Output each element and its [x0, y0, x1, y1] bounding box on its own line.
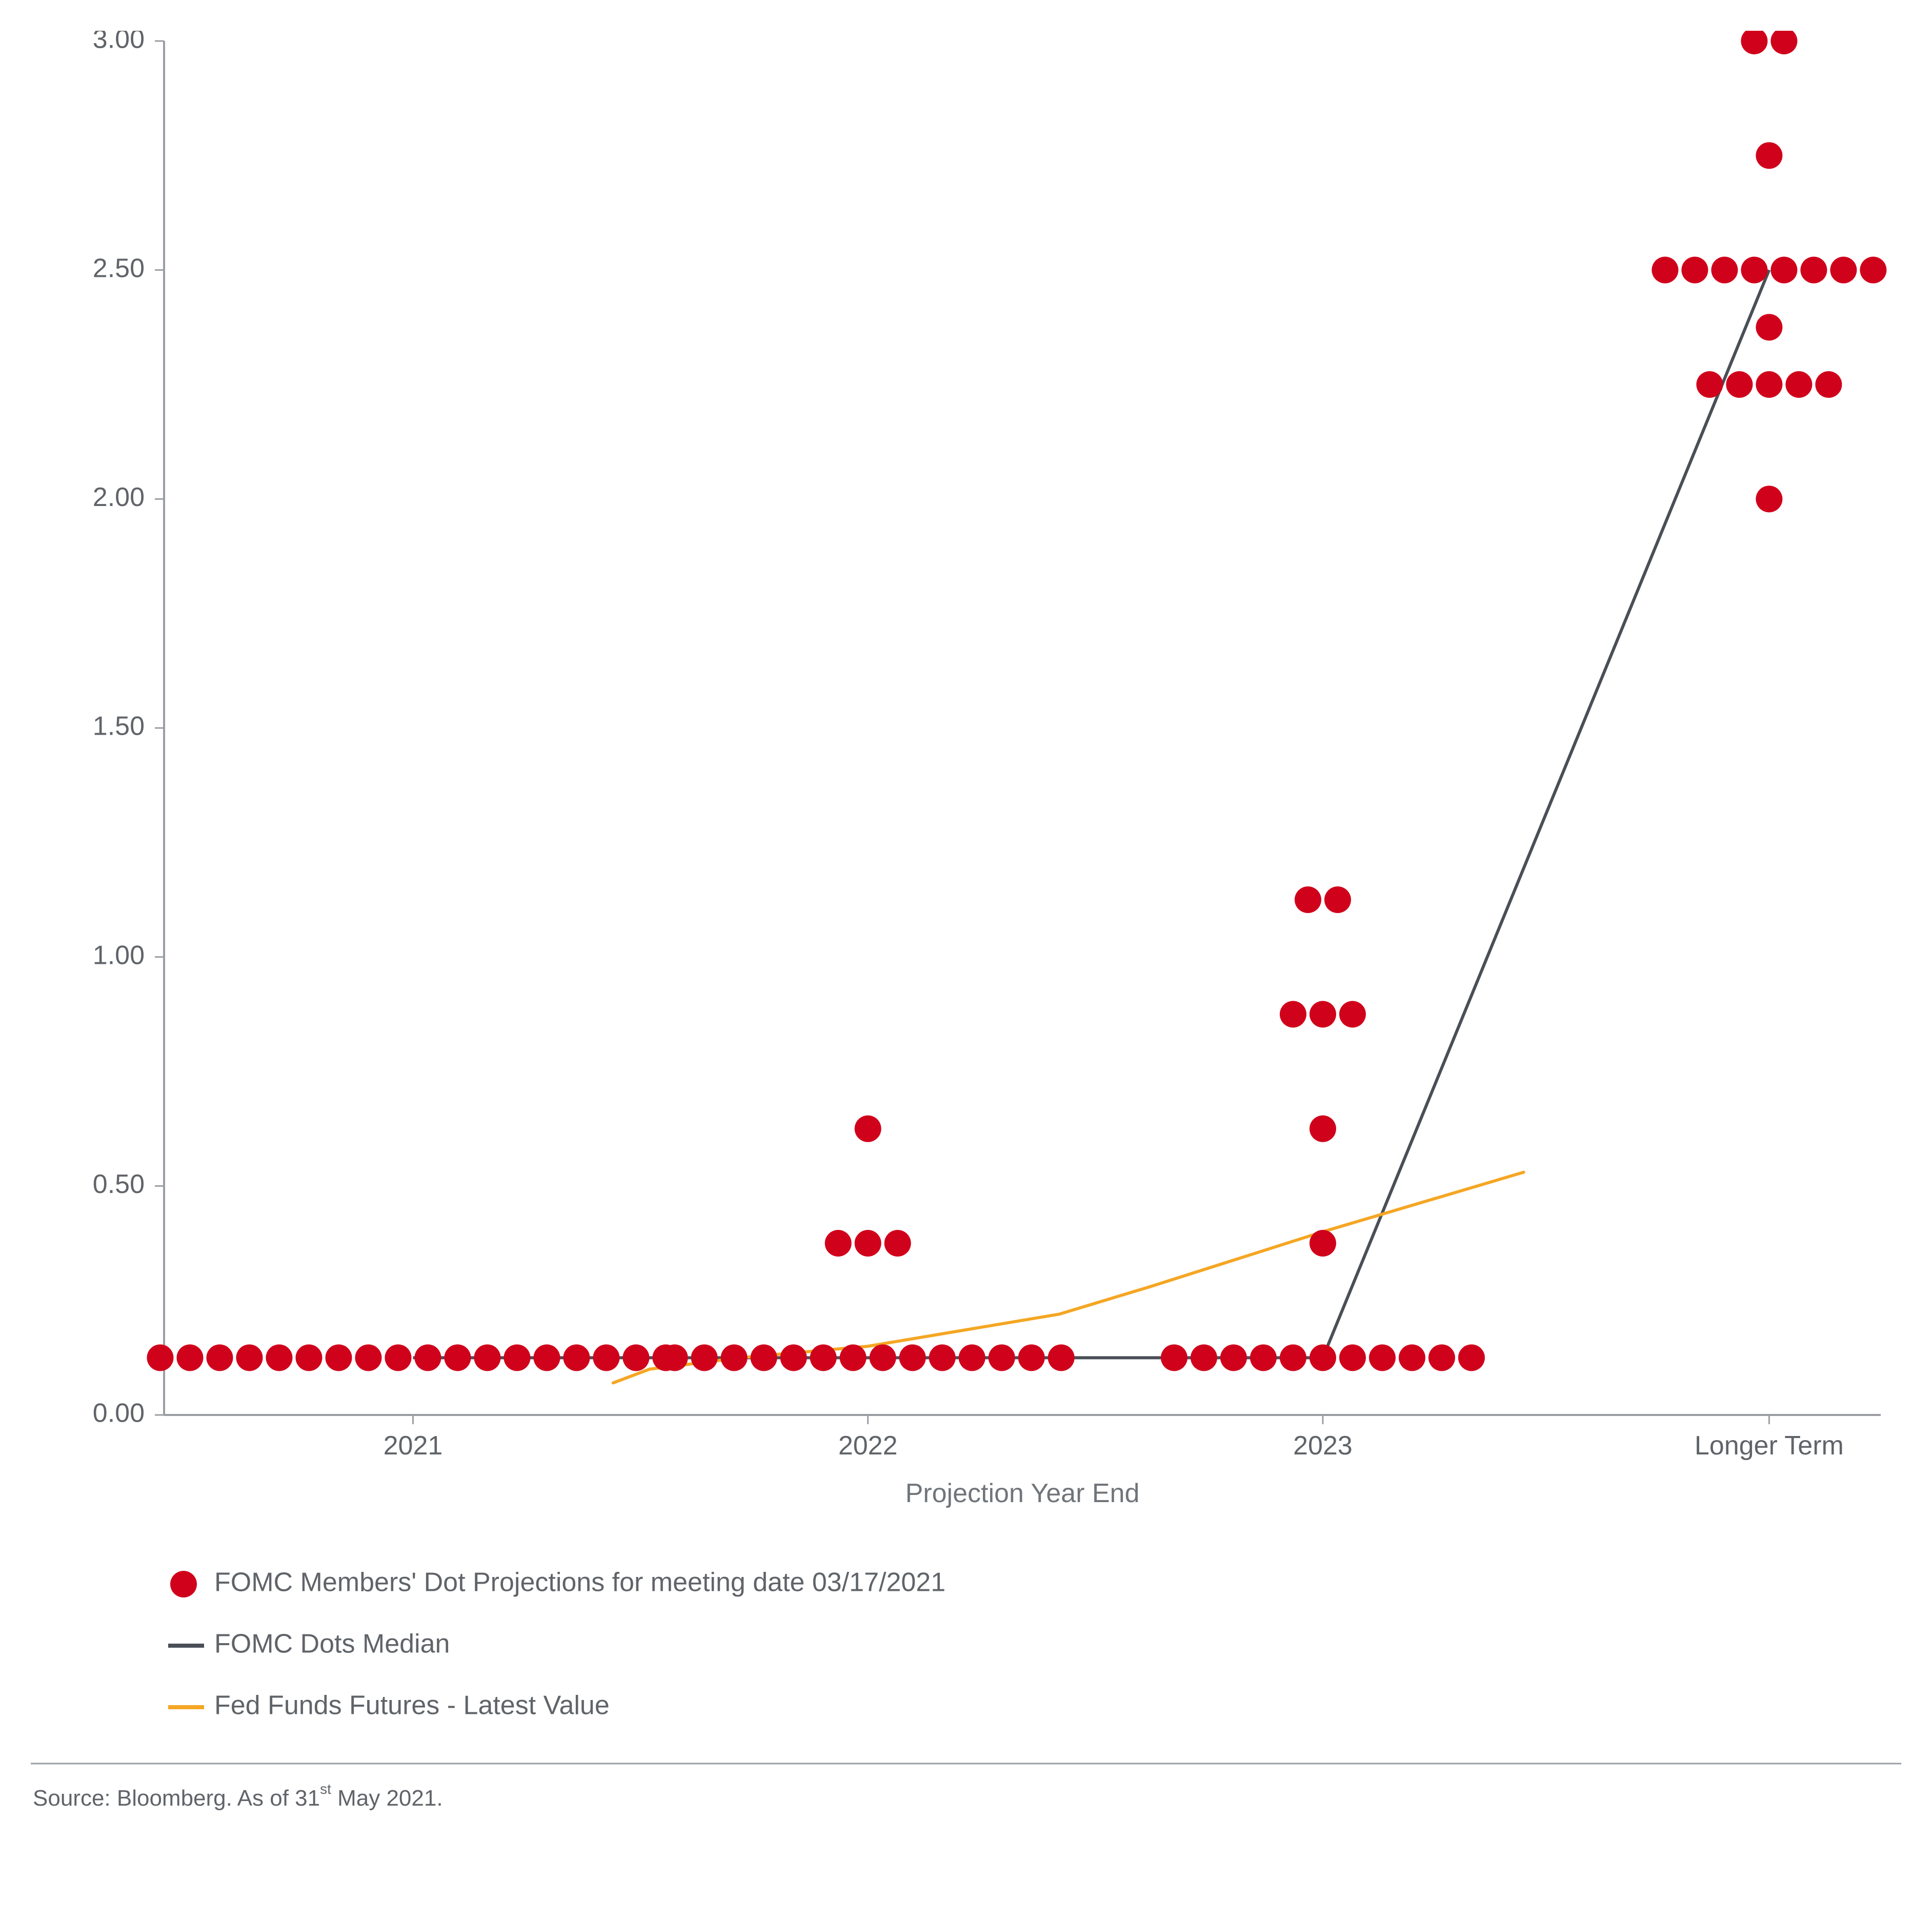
fomc-dot	[1324, 886, 1351, 913]
fomc-dot	[1280, 1001, 1306, 1027]
fomc-dot	[1339, 1344, 1366, 1371]
legend-futures-label: Fed Funds Futures - Latest Value	[214, 1691, 610, 1721]
fomc-dot	[1800, 257, 1827, 284]
fomc-dot	[1756, 485, 1782, 512]
fomc-dot	[236, 1344, 263, 1371]
y-tick-label: 3.00	[93, 31, 145, 54]
fomc-dot	[176, 1344, 203, 1371]
fomc-dot	[563, 1344, 590, 1371]
fomc-dot	[899, 1344, 926, 1371]
fomc-dot	[1458, 1344, 1485, 1371]
fomc-dot	[1250, 1344, 1277, 1371]
fomc-dot	[593, 1344, 619, 1371]
fomc-dot	[1770, 31, 1797, 54]
fomc-dot	[989, 1344, 1015, 1371]
fomc-dot	[1770, 257, 1797, 284]
source-text: Source: Bloomberg. As of 31st May 2021.	[33, 1781, 443, 1810]
fomc-dot	[959, 1344, 985, 1371]
fomc-dot	[1220, 1344, 1247, 1371]
fomc-dot	[1696, 371, 1723, 398]
fomc-dot	[1399, 1344, 1425, 1371]
x-tick-label: 2022	[838, 1431, 898, 1461]
legend-dots-label: FOMC Members' Dot Projections for meetin…	[214, 1568, 945, 1597]
fomc-dot	[661, 1344, 688, 1371]
fomc-dot	[884, 1230, 911, 1257]
fomc-dot	[1369, 1344, 1396, 1371]
fomc-dot	[1310, 1230, 1336, 1257]
y-tick-label: 0.50	[93, 1169, 145, 1199]
fomc-dot	[444, 1344, 471, 1371]
x-tick-label: 2021	[384, 1431, 443, 1461]
fomc-dot	[266, 1344, 292, 1371]
fomc-dot	[1815, 371, 1842, 398]
fomc-dot	[840, 1344, 867, 1371]
fomc-dot	[622, 1344, 649, 1371]
fomc-dot	[1741, 31, 1767, 54]
fomc-dot	[870, 1344, 896, 1371]
fomc-dot	[810, 1344, 837, 1371]
fomc-dot	[1860, 257, 1886, 284]
fomc-dot	[1339, 1001, 1366, 1027]
fomc-dot	[1048, 1344, 1075, 1371]
fomc-dot	[691, 1344, 718, 1371]
x-axis-title: Projection Year End	[905, 1479, 1140, 1508]
fomc-dot	[295, 1344, 322, 1371]
fomc-dot	[474, 1344, 500, 1371]
fomc-dot	[1711, 257, 1738, 284]
fomc-dot	[855, 1230, 881, 1257]
fomc-dot	[504, 1344, 530, 1371]
dotplot-chart: 0.00 0.50 1.00 1.50 2.00 2.50 3.00 2021 2022 2023…	[31, 31, 1901, 1891]
fomc-dot	[414, 1344, 441, 1371]
fomc-dot	[206, 1344, 233, 1371]
fomc-dot	[1018, 1344, 1045, 1371]
median-line	[413, 270, 1769, 1358]
fomc-dot	[1756, 371, 1782, 398]
fomc-dot	[929, 1344, 956, 1371]
legend-dot-icon	[170, 1571, 197, 1597]
fomc-dot	[1191, 1344, 1217, 1371]
fomc-dot	[751, 1344, 777, 1371]
x-tick-label: 2023	[1293, 1431, 1353, 1461]
fomc-dot	[1756, 142, 1782, 169]
fomc-dot	[1295, 886, 1321, 913]
fomc-dot	[1830, 257, 1857, 284]
fomc-dot	[855, 1116, 881, 1142]
fomc-dot	[1310, 1001, 1336, 1027]
fomc-dot	[1756, 314, 1782, 340]
y-tick-label: 1.50	[93, 712, 145, 741]
legend-median-label: FOMC Dots Median	[214, 1629, 450, 1659]
y-tick-label: 2.50	[93, 253, 145, 283]
fomc-dot	[385, 1344, 411, 1371]
y-tick-label: 2.00	[93, 482, 145, 512]
x-tick-label: Longer Term	[1695, 1431, 1844, 1461]
fomc-dot	[147, 1344, 173, 1371]
fomc-dot	[1428, 1344, 1455, 1371]
fomc-dot	[1161, 1344, 1188, 1371]
fomc-dot	[825, 1230, 852, 1257]
chart-container: 0.00 0.50 1.00 1.50 2.00 2.50 3.00 2021 2022 2023…	[31, 31, 1901, 1891]
fomc-dot	[1726, 371, 1753, 398]
page: 0.00 0.50 1.00 1.50 2.00 2.50 3.00 2021 2022 2023…	[0, 0, 1932, 1922]
fomc-dot	[1681, 257, 1708, 284]
fomc-dot	[355, 1344, 381, 1371]
fomc-dot	[1280, 1344, 1306, 1371]
fomc-dot	[721, 1344, 748, 1371]
y-tick-label: 1.00	[93, 940, 145, 970]
fomc-dot	[325, 1344, 352, 1371]
fomc-dot	[1310, 1116, 1336, 1142]
fomc-dot	[1741, 257, 1767, 284]
fomc-dot	[780, 1344, 807, 1371]
fomc-dot	[1785, 371, 1812, 398]
fomc-dot	[1310, 1344, 1336, 1371]
fomc-dot	[533, 1344, 560, 1371]
y-tick-label: 0.00	[93, 1399, 145, 1428]
fomc-dot	[1652, 257, 1678, 284]
